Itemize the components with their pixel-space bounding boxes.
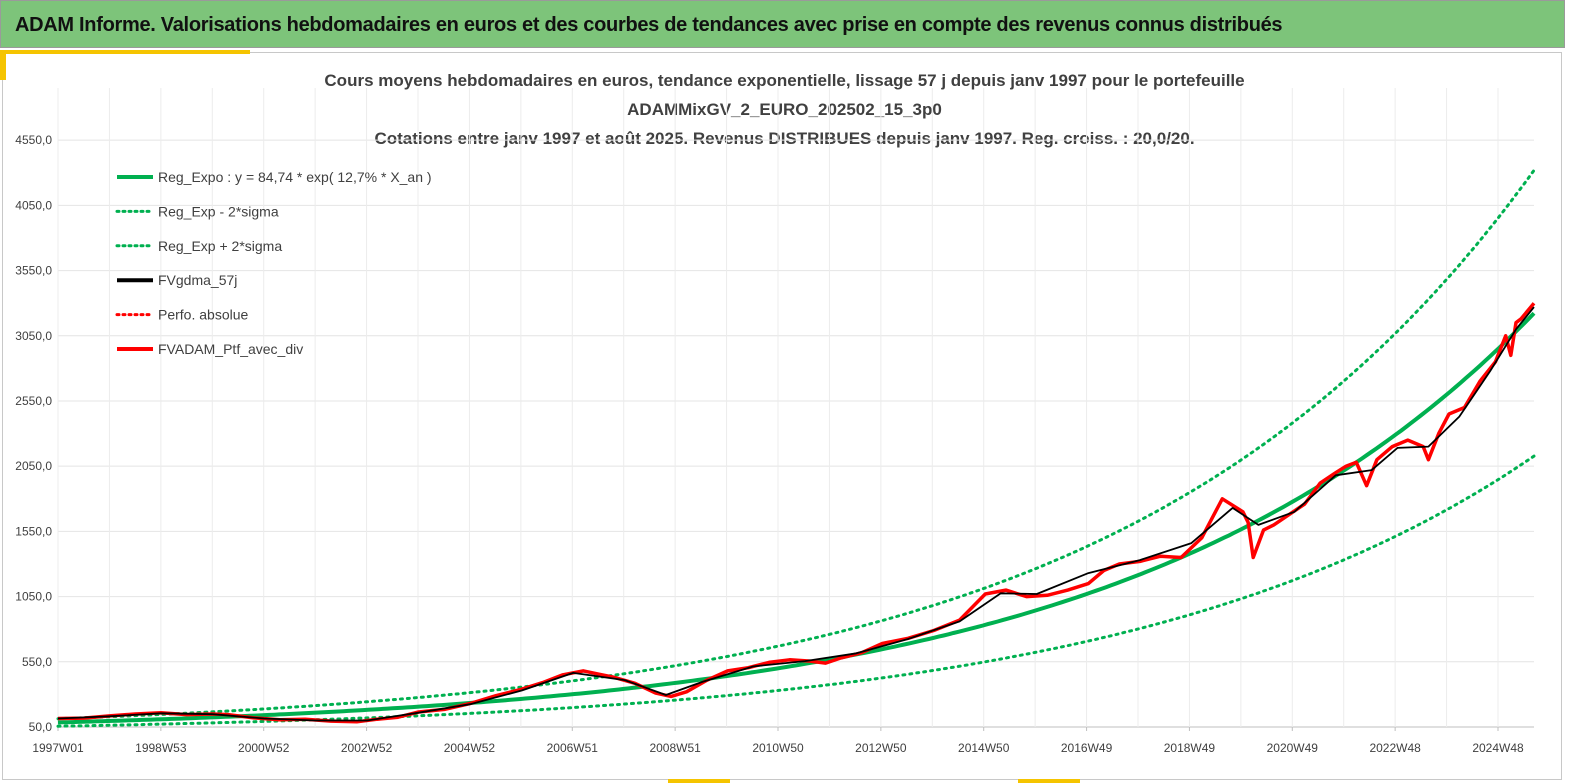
x-tick-label: 2010W50 bbox=[752, 741, 804, 755]
trend-line bbox=[57, 311, 1536, 725]
chart-title-line-2: ADAMMixGV_2_EURO_202502_15_3p0 bbox=[627, 100, 942, 119]
legend-label: Perfo. absolue bbox=[158, 307, 248, 323]
smoothed-line bbox=[57, 306, 1535, 722]
legend-label: Reg_Expo : y = 84,74 * exp( 12,7% * X_an… bbox=[158, 169, 432, 185]
x-tick-label: 2018W49 bbox=[1164, 741, 1216, 755]
y-tick-label: 4550,0 bbox=[15, 133, 52, 147]
accent-bar-bottom-2 bbox=[1018, 779, 1080, 783]
grid-lines bbox=[57, 88, 1534, 728]
x-tick-label: 2006W51 bbox=[547, 741, 599, 755]
chart-title-line-3: Cotations entre janv 1997 et août 2025. … bbox=[374, 129, 1195, 148]
x-tick-label: 2002W52 bbox=[341, 741, 393, 755]
legend-label: Reg_Exp + 2*sigma bbox=[158, 238, 282, 254]
legend-label: FVgdma_57j bbox=[158, 272, 237, 288]
accent-bar-top bbox=[0, 50, 250, 54]
series-lines bbox=[56, 168, 1536, 728]
x-tick-label: 2012W50 bbox=[855, 741, 907, 755]
y-tick-label: 3050,0 bbox=[15, 329, 52, 343]
x-tick-label: 2022W48 bbox=[1369, 741, 1421, 755]
x-tick-label: 2024W48 bbox=[1472, 741, 1524, 755]
chart-title-line-1: Cours moyens hebdomadaires en euros, ten… bbox=[324, 71, 1245, 90]
chart-frame bbox=[2, 52, 1562, 780]
accent-bar-left bbox=[0, 50, 6, 80]
y-tick-label: 2550,0 bbox=[15, 394, 52, 408]
legend-label: Reg_Exp - 2*sigma bbox=[158, 203, 279, 219]
y-axis-ticks: 50,0 550,0 1050,0 1550,0 2050,0 2550,0 3050,0 3… bbox=[15, 133, 52, 734]
trend-plus-2sigma-line bbox=[56, 168, 1536, 721]
y-tick-label: 550,0 bbox=[22, 655, 52, 669]
y-tick-label: 4050,0 bbox=[15, 198, 52, 212]
x-tick-label: 2016W49 bbox=[1061, 741, 1113, 755]
x-tick-label: 2000W52 bbox=[238, 741, 290, 755]
portfolio-line bbox=[57, 302, 1536, 724]
x-tick-label: 2008W51 bbox=[649, 741, 701, 755]
accent-bar-bottom-1 bbox=[668, 779, 730, 783]
y-tick-label: 3550,0 bbox=[15, 264, 52, 278]
y-tick-label: 1050,0 bbox=[15, 590, 52, 604]
x-tick-label: 2014W50 bbox=[958, 741, 1010, 755]
y-tick-label: 50,0 bbox=[29, 720, 53, 734]
x-tick-label: 1997W01 bbox=[32, 741, 84, 755]
header-banner: ADAM Informe. Valorisations hebdomadaire… bbox=[0, 0, 1565, 48]
x-tick-label: 2020W49 bbox=[1267, 741, 1319, 755]
x-tick-label: 2004W52 bbox=[444, 741, 496, 755]
x-axis-ticks: 1997W01 1998W53 2000W52 2002W52 2004W52 2006W… bbox=[32, 727, 1524, 755]
y-tick-label: 1550,0 bbox=[15, 524, 52, 538]
y-tick-label: 2050,0 bbox=[15, 459, 52, 473]
legend: Reg_Expo : y = 84,74 * exp( 12,7% * X_an… bbox=[115, 169, 432, 357]
legend-label: FVADAM_Ptf_avec_div bbox=[158, 341, 303, 357]
page-title: ADAM Informe. Valorisations hebdomadaire… bbox=[15, 14, 1283, 36]
x-tick-label: 1998W53 bbox=[135, 741, 187, 755]
